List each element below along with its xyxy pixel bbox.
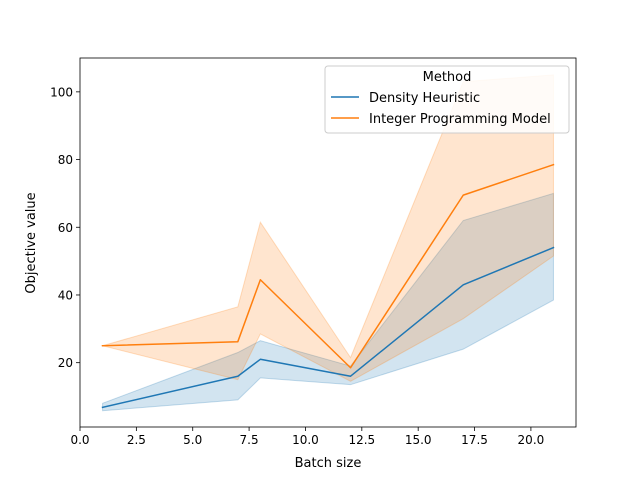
x-tick-label: 2.5 <box>127 433 146 447</box>
x-tick-label: 15.0 <box>405 433 432 447</box>
confidence-band-density-heuristic <box>102 192 554 412</box>
y-tick-label: 20 <box>58 356 73 370</box>
x-tick-label: 12.5 <box>348 433 375 447</box>
x-tick-label: 0.0 <box>70 433 89 447</box>
x-axis: 0.0 2.5 5.0 7.5 10.0 12.5 15.0 17.5 20.0 <box>70 427 544 447</box>
legend-label-integer-programming-model: Integer Programming Model <box>369 112 551 127</box>
y-axis: 20 40 60 80 100 <box>50 85 80 370</box>
y-tick-label: 40 <box>58 288 73 302</box>
x-axis-label: Batch size <box>295 456 362 471</box>
confidence-band-integer-programming-model <box>100 74 554 382</box>
x-tick-label: 5.0 <box>183 433 202 447</box>
confidence-bands <box>100 74 554 412</box>
legend: Method Density Heuristic Integer Program… <box>324 65 570 134</box>
series-line-density-heuristic <box>101 246 555 409</box>
y-tick-label: 60 <box>58 221 73 235</box>
series-lines <box>101 163 555 409</box>
y-axis-label: Objective value <box>24 192 39 293</box>
y-tick-label: 80 <box>58 153 73 167</box>
x-tick-label: 10.0 <box>292 433 319 447</box>
series-line-integer-programming-model <box>101 163 555 369</box>
x-tick-label: 17.5 <box>461 433 488 447</box>
legend-box <box>324 65 570 134</box>
legend-label-density-heuristic: Density Heuristic <box>369 91 480 106</box>
x-tick-label: 20.0 <box>518 433 545 447</box>
y-tick-label: 100 <box>50 85 73 99</box>
legend-title: Method <box>423 70 472 85</box>
plot-frame <box>79 57 577 428</box>
x-tick-label: 7.5 <box>240 433 259 447</box>
